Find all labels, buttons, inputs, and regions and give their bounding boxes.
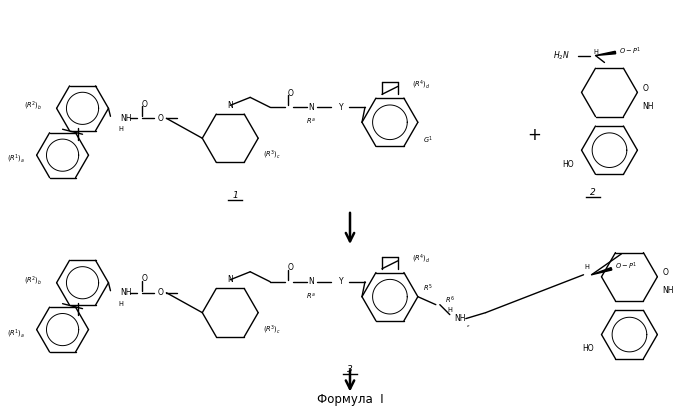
Text: HO: HO bbox=[582, 344, 593, 353]
Text: $(R^2)_b$: $(R^2)_b$ bbox=[24, 274, 43, 287]
Text: +: + bbox=[528, 126, 542, 144]
Text: NH: NH bbox=[663, 286, 674, 295]
Text: $R^5$: $R^5$ bbox=[423, 283, 433, 294]
Text: NH: NH bbox=[642, 102, 654, 111]
Text: O: O bbox=[141, 100, 147, 109]
Text: $(R^1)_a$: $(R^1)_a$ bbox=[7, 153, 24, 165]
Text: $R^a$: $R^a$ bbox=[306, 116, 316, 126]
Text: $(R^3)_c$: $(R^3)_c$ bbox=[263, 323, 281, 335]
Text: O: O bbox=[287, 263, 293, 272]
Text: O: O bbox=[141, 274, 147, 283]
Text: Y: Y bbox=[339, 277, 343, 286]
Text: NH: NH bbox=[120, 114, 132, 123]
Text: O: O bbox=[157, 114, 164, 123]
Text: H: H bbox=[584, 264, 589, 270]
Text: $(R^1)_a$: $(R^1)_a$ bbox=[7, 328, 24, 340]
Text: $(R^4)_d$: $(R^4)_d$ bbox=[412, 78, 431, 90]
Text: H: H bbox=[447, 307, 452, 312]
Text: $_e$: $_e$ bbox=[466, 324, 470, 330]
Text: N: N bbox=[227, 101, 233, 110]
Text: O: O bbox=[642, 84, 648, 93]
Text: 3: 3 bbox=[347, 365, 353, 374]
Text: N: N bbox=[308, 277, 314, 286]
Text: $(R^2)_b$: $(R^2)_b$ bbox=[24, 100, 43, 112]
Text: H: H bbox=[118, 126, 123, 132]
Text: 2: 2 bbox=[590, 188, 596, 197]
Text: NH: NH bbox=[454, 314, 466, 323]
Polygon shape bbox=[596, 51, 616, 56]
Text: N: N bbox=[308, 103, 314, 112]
Text: 1: 1 bbox=[232, 191, 238, 200]
Text: NH: NH bbox=[120, 288, 132, 297]
Text: Формула  I: Формула I bbox=[317, 393, 383, 406]
Text: N: N bbox=[227, 275, 233, 284]
Text: H: H bbox=[118, 301, 123, 307]
Text: $R^6$: $R^6$ bbox=[445, 295, 454, 306]
Text: H: H bbox=[593, 49, 598, 54]
Text: HO: HO bbox=[562, 160, 574, 169]
Text: $(R^3)_c$: $(R^3)_c$ bbox=[263, 149, 281, 161]
Text: Y: Y bbox=[339, 103, 343, 112]
Text: O: O bbox=[663, 268, 668, 277]
Text: $(R^4)_d$: $(R^4)_d$ bbox=[412, 253, 431, 265]
Text: $H_2N$: $H_2N$ bbox=[553, 49, 570, 62]
Text: $O-P^1$: $O-P^1$ bbox=[619, 46, 642, 57]
Text: O: O bbox=[287, 89, 293, 98]
Text: $G^1$: $G^1$ bbox=[423, 135, 433, 146]
Text: $R^a$: $R^a$ bbox=[306, 291, 316, 301]
Text: $O-P^1$: $O-P^1$ bbox=[616, 261, 638, 272]
Text: O: O bbox=[157, 288, 164, 297]
Polygon shape bbox=[591, 267, 612, 275]
